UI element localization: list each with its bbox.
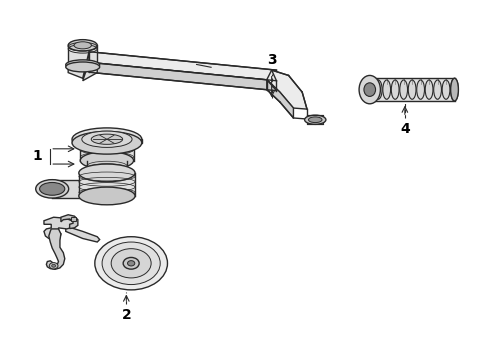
Ellipse shape <box>359 76 380 104</box>
Polygon shape <box>89 52 276 81</box>
Ellipse shape <box>74 42 92 49</box>
Circle shape <box>123 257 139 269</box>
Ellipse shape <box>374 80 382 99</box>
Ellipse shape <box>392 80 399 99</box>
Ellipse shape <box>451 78 459 101</box>
Polygon shape <box>44 217 74 239</box>
Polygon shape <box>61 215 78 229</box>
Circle shape <box>102 242 160 284</box>
Text: 1: 1 <box>33 149 43 163</box>
Polygon shape <box>68 52 97 81</box>
Ellipse shape <box>36 180 69 198</box>
Polygon shape <box>72 139 142 143</box>
Ellipse shape <box>91 134 122 144</box>
Polygon shape <box>307 115 322 124</box>
Ellipse shape <box>66 62 99 72</box>
Text: 3: 3 <box>267 53 276 67</box>
Polygon shape <box>79 173 135 196</box>
Ellipse shape <box>79 187 135 205</box>
Polygon shape <box>66 226 99 242</box>
Polygon shape <box>52 180 79 198</box>
Circle shape <box>95 237 168 290</box>
Ellipse shape <box>72 128 142 150</box>
Ellipse shape <box>425 80 433 99</box>
Ellipse shape <box>442 80 450 99</box>
Polygon shape <box>370 78 455 101</box>
Ellipse shape <box>72 131 142 154</box>
Polygon shape <box>80 143 134 161</box>
Polygon shape <box>89 62 276 91</box>
Circle shape <box>111 249 151 278</box>
Circle shape <box>127 261 135 266</box>
Text: 4: 4 <box>400 122 410 136</box>
Circle shape <box>52 264 55 267</box>
Ellipse shape <box>408 80 416 99</box>
Ellipse shape <box>451 78 459 101</box>
Polygon shape <box>68 45 97 65</box>
Ellipse shape <box>416 80 424 99</box>
Ellipse shape <box>366 78 373 101</box>
Polygon shape <box>71 217 76 221</box>
Ellipse shape <box>383 80 391 99</box>
Circle shape <box>49 262 58 269</box>
Polygon shape <box>267 70 307 109</box>
Ellipse shape <box>400 80 408 99</box>
Ellipse shape <box>434 80 441 99</box>
Text: 2: 2 <box>122 307 131 321</box>
Ellipse shape <box>79 164 135 182</box>
Ellipse shape <box>40 183 65 195</box>
Ellipse shape <box>87 167 127 179</box>
Ellipse shape <box>364 83 375 96</box>
Ellipse shape <box>82 131 132 147</box>
Polygon shape <box>267 80 294 118</box>
Ellipse shape <box>80 152 134 169</box>
Ellipse shape <box>305 115 326 124</box>
Polygon shape <box>87 161 127 173</box>
Polygon shape <box>47 229 65 269</box>
Ellipse shape <box>68 40 97 51</box>
Ellipse shape <box>309 117 322 123</box>
Ellipse shape <box>66 60 99 70</box>
